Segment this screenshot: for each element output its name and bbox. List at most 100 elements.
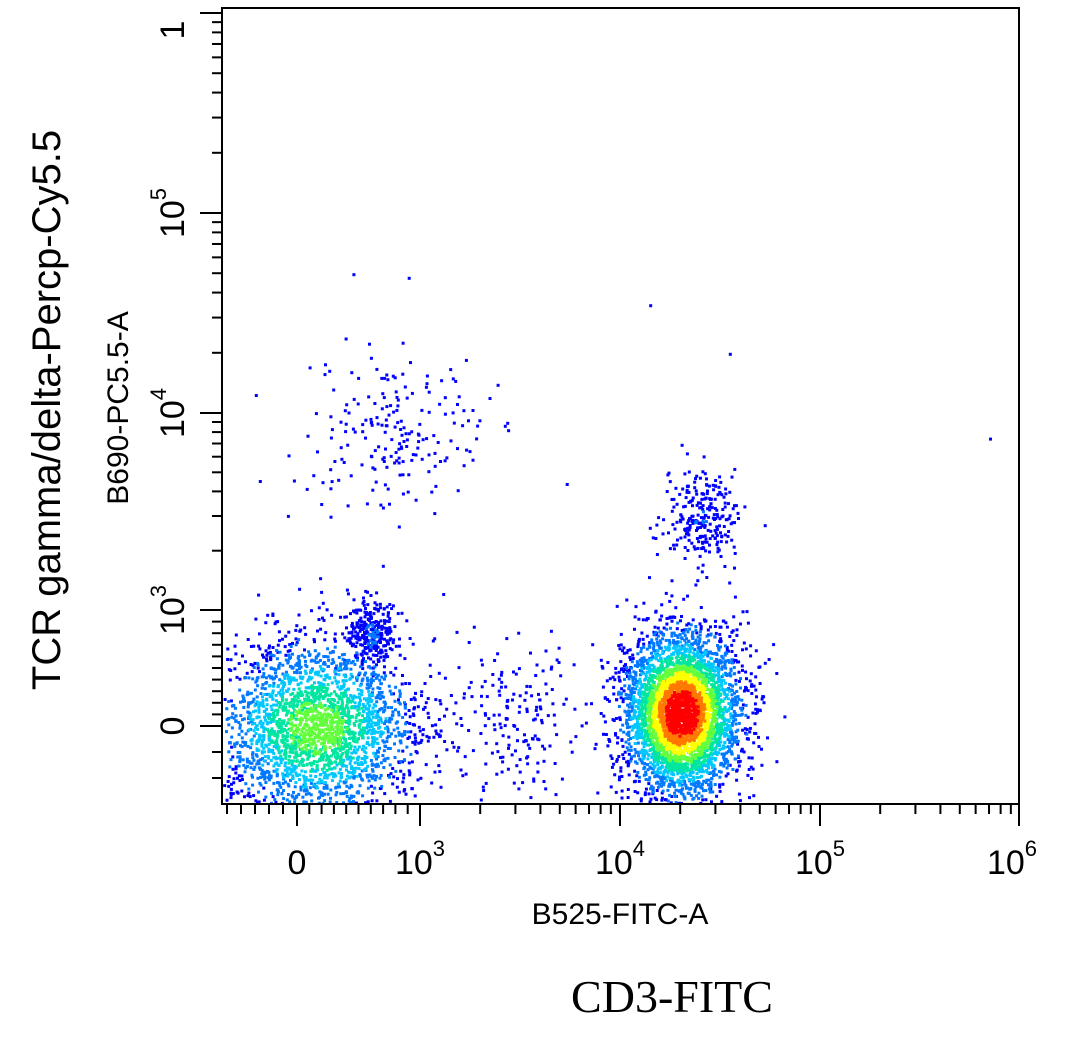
event-dot [266,613,270,617]
event-dot [483,724,487,728]
event-dot [360,769,364,773]
event-dot [281,774,285,778]
event-dot [258,781,262,785]
event-dot [283,645,287,649]
event-dot [745,728,749,731]
event-dot [733,595,737,599]
event-dot [272,681,276,685]
event-dot [548,744,552,748]
event-dot [705,492,709,496]
event-dot [641,685,645,689]
event-dot [283,764,287,768]
event-dot [670,509,674,513]
event-dot [291,652,294,656]
event-dot [291,733,295,737]
event-dot [679,791,683,795]
event-dot [270,739,274,743]
event-dot [323,690,327,694]
event-dot [532,779,536,783]
event-dot [251,718,255,722]
event-dot [675,543,679,547]
event-dot [301,785,305,789]
event-dot [714,479,718,482]
event-dot [734,658,738,662]
event-dot [368,704,371,708]
event-dot [364,589,368,593]
event-dot [276,724,280,727]
event-dot [231,792,235,796]
event-dot [305,487,309,491]
event-dot [328,693,331,697]
event-dot [636,741,640,745]
event-dot [331,702,335,706]
event-dot [240,774,244,778]
event-dot [744,703,748,707]
event-dot [247,760,251,764]
event-dot [287,653,291,657]
event-dot [669,768,673,772]
event-dot [733,521,736,525]
event-dot [730,752,734,756]
event-dot [380,407,384,411]
event-dot [712,774,715,777]
event-dot [263,687,267,691]
event-dot [722,679,726,683]
event-dot [264,676,268,680]
event-dot [332,704,335,708]
event-dot [317,796,320,800]
event-dot [684,654,688,658]
event-dot [360,729,364,732]
event-dot [366,786,370,790]
event-dot [259,758,263,762]
event-dot [231,712,235,716]
event-dot [632,754,636,758]
event-dot [754,649,758,653]
event-dot [614,790,618,794]
event-dot [649,684,653,688]
event-dot [260,742,264,746]
event-dot [373,601,377,605]
event-dot [242,697,246,700]
event-dot [704,666,708,670]
event-dot [723,761,727,765]
event-dot [369,648,373,652]
event-dot [691,643,694,646]
event-dot [366,701,370,705]
event-dot [413,706,416,710]
event-dot [389,454,393,458]
event-dot [227,723,231,727]
event-dot [292,676,296,680]
event-dot [345,764,348,768]
event-dot [664,638,668,642]
event-dot [330,748,334,752]
event-dot [364,611,368,614]
event-dot [258,647,262,651]
event-dot [639,736,643,739]
event-dot [721,687,725,691]
event-dot [254,709,258,713]
event-dot [668,599,672,603]
event-dot [719,733,723,737]
event-dot [525,707,529,711]
event-dot [651,536,655,540]
event-dot [259,719,263,723]
event-dot [294,743,298,747]
event-dot [724,492,728,496]
event-dot [344,615,348,619]
event-dot [661,532,665,536]
event-dot [737,792,741,796]
event-dot [626,703,630,707]
event-dot [408,722,412,725]
event-dot [228,678,232,682]
event-dot [627,668,631,672]
event-dot [242,763,246,767]
event-dot [401,716,405,719]
event-dot [610,765,614,769]
event-dot [639,680,642,684]
event-dot [611,675,615,679]
event-dot [729,712,733,716]
event-dot [285,745,289,749]
event-dot [688,526,692,530]
event-dot [679,776,683,780]
event-dot [318,684,322,688]
